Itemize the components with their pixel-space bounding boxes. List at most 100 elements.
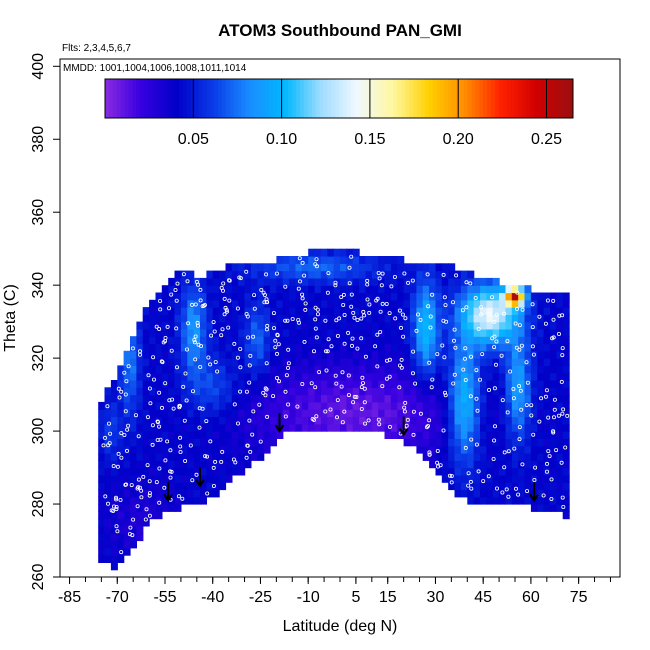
measurement-point [232, 402, 237, 407]
heatmap-cell [365, 387, 373, 396]
heatmap-cell [340, 394, 347, 403]
heatmap-cell [136, 328, 144, 337]
heatmap-cell [257, 409, 265, 418]
heatmap-cell [174, 504, 182, 512]
heatmap-cell [130, 380, 137, 388]
heatmap-cell [441, 445, 449, 454]
heatmap-cell [429, 380, 437, 388]
heatmap-cell [168, 482, 176, 491]
heatmap-cell [308, 285, 316, 294]
measurement-point [452, 372, 457, 377]
heatmap-cell [422, 401, 430, 410]
heatmap-cell [352, 285, 360, 294]
heatmap-cell [257, 328, 265, 337]
heatmap-cell [511, 299, 519, 308]
measurement-point [333, 280, 338, 285]
heatmap-cell [435, 270, 443, 279]
heatmap-cell [187, 277, 195, 286]
heatmap-cell [397, 292, 405, 301]
heatmap-cell [340, 343, 347, 352]
heatmap-cell [231, 285, 239, 294]
heatmap-cell [168, 387, 176, 396]
heatmap-cell [130, 467, 137, 476]
heatmap-cell [365, 401, 373, 410]
heatmap-cell [562, 423, 570, 432]
heatmap-cell [193, 336, 201, 345]
heatmap-cell [543, 328, 551, 337]
heatmap-cell [117, 387, 125, 396]
heatmap-cell [257, 270, 265, 279]
measurement-point [186, 321, 191, 326]
heatmap-cell [537, 482, 545, 491]
heatmap-cell [486, 350, 494, 359]
colorbar-segment [303, 79, 309, 118]
measurement-point [502, 311, 507, 316]
heatmap-cell [270, 292, 277, 301]
heatmap-cell [543, 431, 551, 439]
heatmap-cell [212, 409, 220, 418]
heatmap-cell [327, 401, 335, 410]
heatmap-cell [155, 460, 163, 469]
heatmap-cell [359, 270, 367, 279]
tropopause-arrow [163, 482, 174, 503]
measurement-point [397, 385, 402, 390]
heatmap-cell [250, 321, 258, 330]
heatmap-cell [524, 467, 532, 476]
heatmap-cell [473, 416, 481, 425]
measurement-point [373, 344, 378, 349]
heatmap-cell [250, 438, 258, 447]
heatmap-cell [308, 307, 316, 315]
heatmap-cell [98, 547, 106, 556]
heatmap-cell [486, 401, 494, 410]
heatmap-cell [206, 416, 214, 425]
heatmap-cell [276, 387, 284, 396]
heatmap-cell [193, 314, 201, 323]
heatmap-cell [136, 453, 144, 461]
heatmap-cell [98, 467, 106, 476]
heatmap-cell [308, 256, 316, 264]
heatmap-cell [149, 467, 157, 476]
heatmap-cell [435, 453, 443, 461]
measurement-point [197, 425, 202, 430]
heatmap-cell [174, 387, 182, 396]
heatmap-cell [537, 489, 545, 498]
heatmap-cell [244, 336, 252, 345]
heatmap-cell [231, 387, 239, 396]
heatmap-cell [142, 489, 150, 498]
heatmap-cell [161, 321, 169, 330]
heatmap-cell [104, 525, 112, 534]
measurement-point [476, 326, 481, 331]
heatmap-cell [301, 321, 309, 330]
measurement-point [563, 445, 568, 450]
heatmap-cell [187, 321, 195, 330]
heatmap-cell [340, 387, 347, 396]
heatmap-cell [467, 474, 475, 483]
x-tick-label: 15 [379, 589, 397, 606]
measurement-point [347, 265, 352, 270]
measurement-point [549, 496, 554, 501]
measurement-point [275, 333, 280, 338]
heatmap-cell [136, 365, 144, 374]
heatmap-cell [161, 358, 169, 366]
heatmap-cell [403, 431, 411, 439]
heatmap-cell [257, 285, 265, 294]
measurement-point [545, 469, 550, 474]
heatmap-cell [308, 394, 316, 403]
heatmap-cell [429, 423, 437, 432]
heatmap-cell [327, 292, 335, 301]
colorbar-segment [171, 79, 176, 118]
heatmap-cell [136, 460, 144, 469]
heatmap-cell [231, 270, 239, 279]
heatmap-cell [365, 372, 373, 381]
heatmap-cell [454, 482, 462, 491]
measurement-point [107, 421, 112, 426]
heatmap-cell [250, 409, 258, 418]
heatmap-cell [257, 431, 265, 439]
heatmap-cell [435, 401, 443, 410]
heatmap-cell [136, 380, 144, 388]
heatmap-cell [390, 343, 398, 352]
heatmap-cell [480, 365, 487, 374]
measurement-point [115, 464, 120, 469]
heatmap-cell [270, 263, 277, 272]
heatmap-cell [511, 350, 519, 359]
